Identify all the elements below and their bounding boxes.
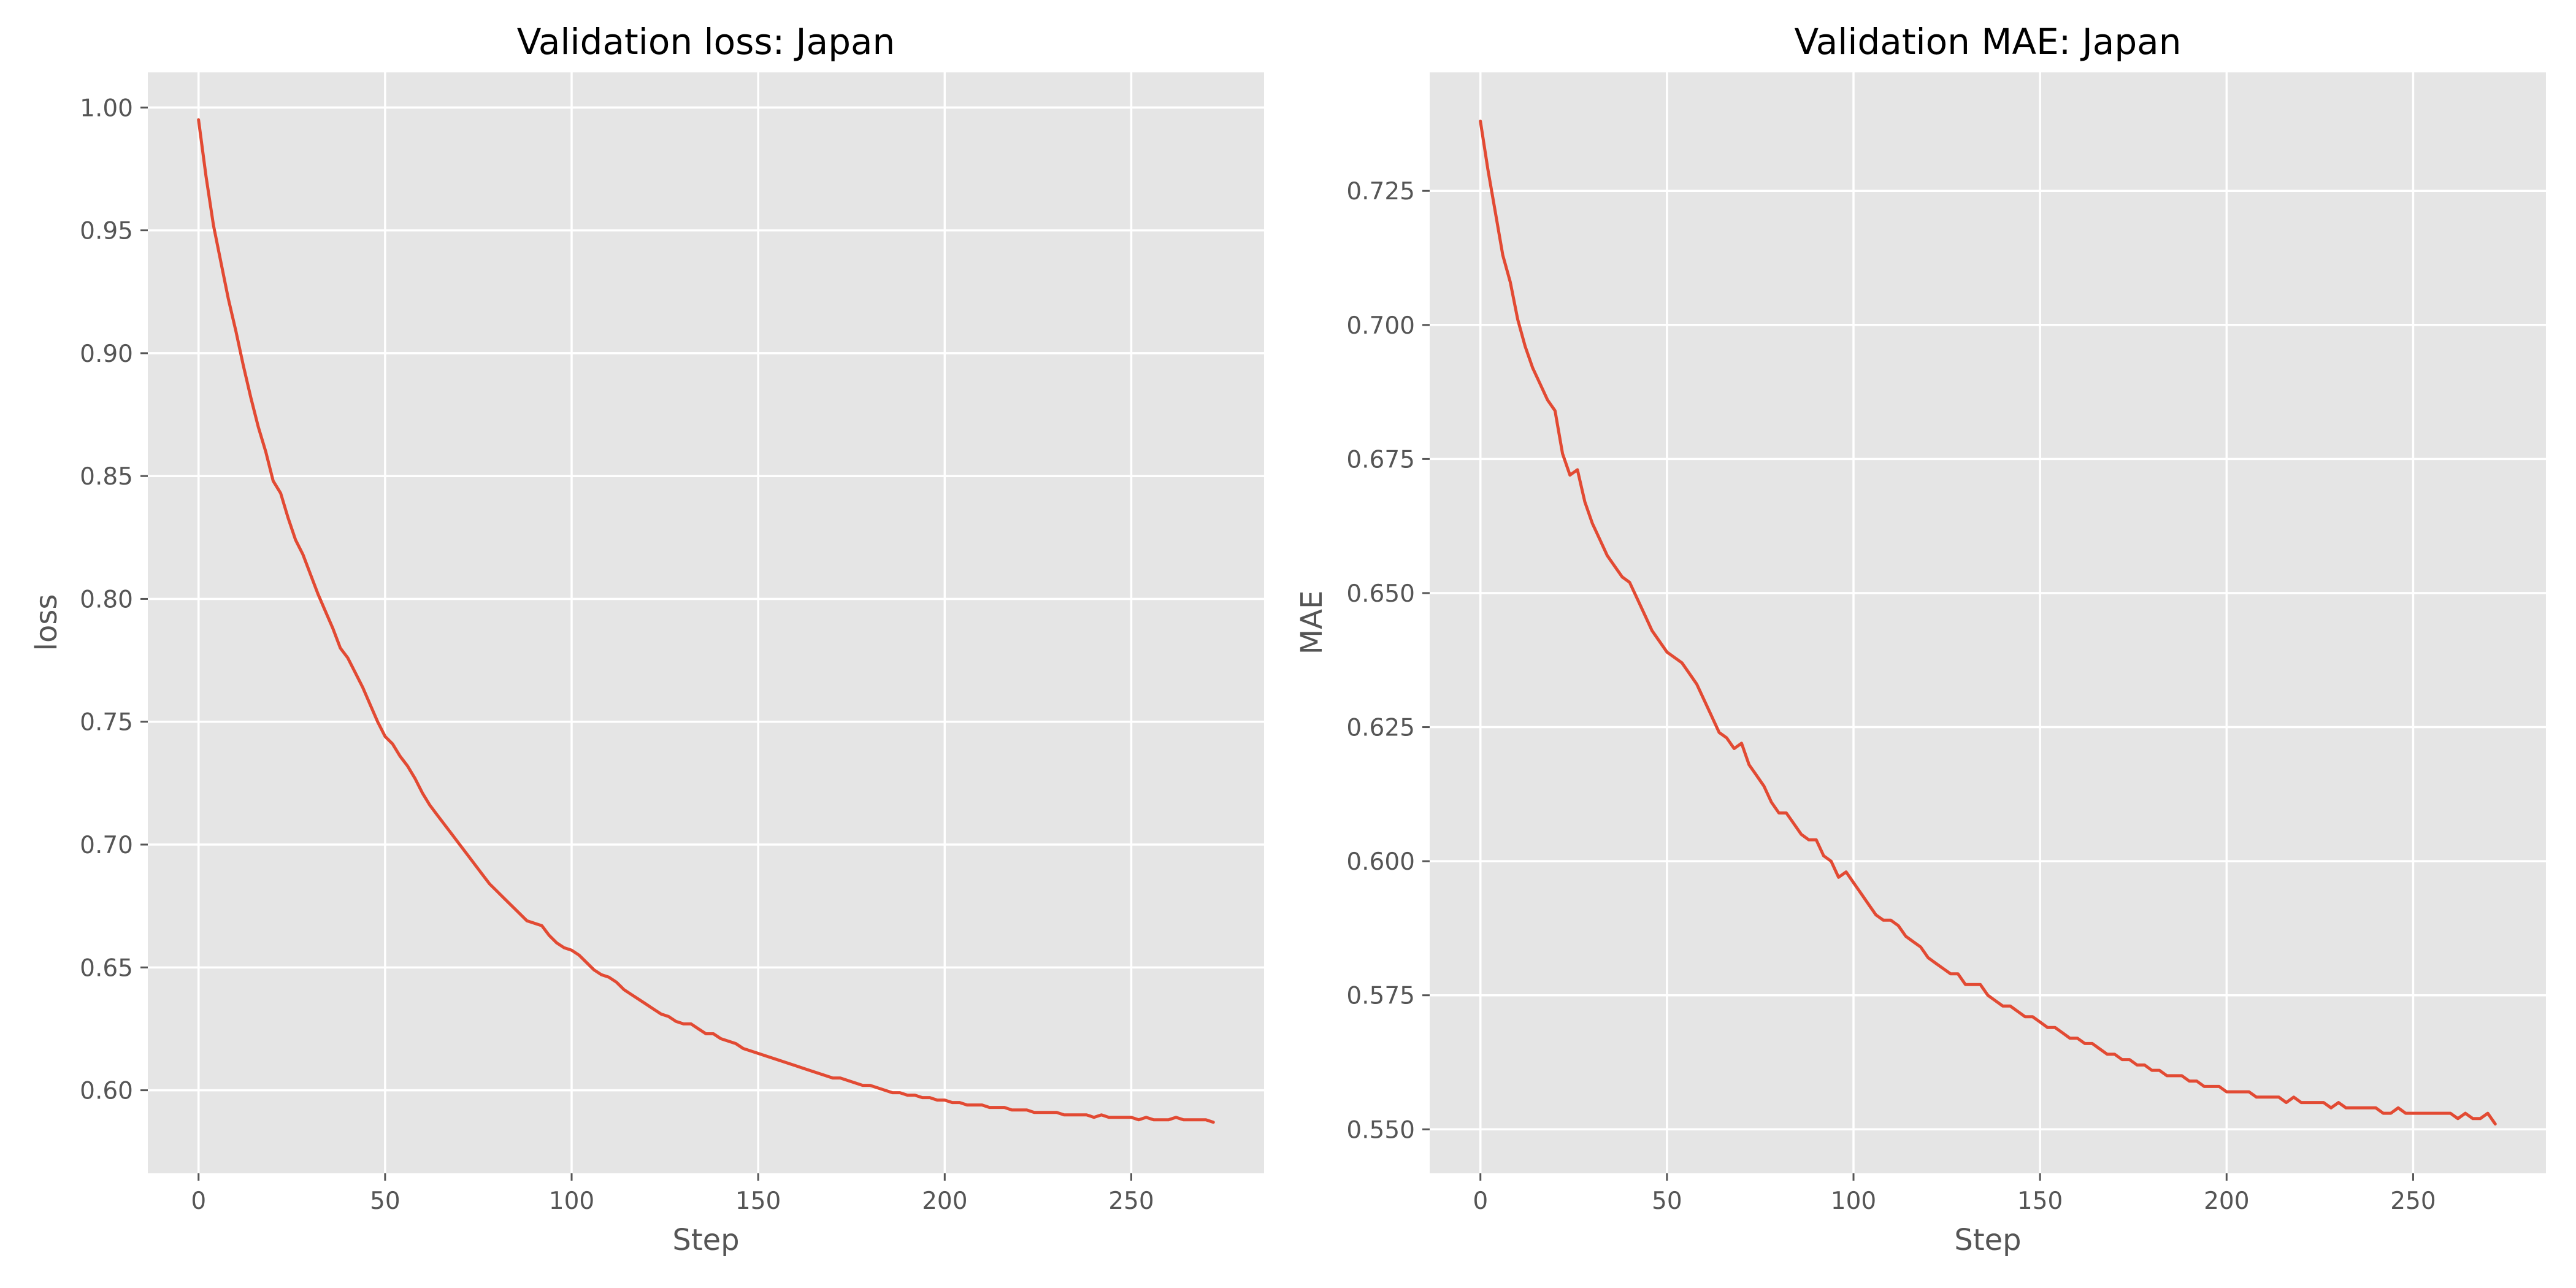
- mae-chart-title: Validation MAE: Japan: [1795, 21, 2182, 63]
- mae-x-tick-label: 200: [2204, 1187, 2249, 1215]
- mae-x-tick-label: 250: [2390, 1187, 2436, 1215]
- loss-x-tick-label: 150: [735, 1187, 781, 1215]
- mae-x-tick-label: 50: [1652, 1187, 1682, 1215]
- mae-y-tick-label: 0.675: [1346, 446, 1415, 473]
- mae-x-ticks: 0 50 100 150 200 250: [1473, 1173, 2436, 1215]
- mae-y-tick-label: 0.600: [1346, 848, 1415, 876]
- mae-gridlines: [1430, 72, 2546, 1173]
- loss-x-tick-label: 200: [922, 1187, 967, 1215]
- mae-y-tick-label: 0.700: [1346, 312, 1415, 340]
- loss-y-tick-label: 0.95: [80, 218, 133, 245]
- loss-x-tick-label: 250: [1108, 1187, 1154, 1215]
- loss-y-tick-label: 0.70: [80, 832, 133, 859]
- loss-series-group: [197, 118, 1215, 1124]
- mae-x-tick-label: 150: [2017, 1187, 2063, 1215]
- mae-y-ticks: 0.550 0.575 0.600 0.625 0.650 0.675 0.700 0.725: [1346, 178, 1430, 1144]
- loss-plot-area: [148, 72, 1264, 1173]
- loss-x-axis-label: Step: [672, 1223, 739, 1257]
- mae-series-line: [1479, 120, 2497, 1126]
- mae-y-tick-label: 0.575: [1346, 983, 1415, 1010]
- mae-y-tick-label: 0.725: [1346, 178, 1415, 205]
- loss-x-tick-label: 0: [191, 1187, 206, 1215]
- loss-y-tick-label: 0.60: [80, 1078, 133, 1105]
- loss-x-tick-label: 50: [370, 1187, 401, 1215]
- mae-plot-area: [1430, 72, 2546, 1173]
- loss-y-ticks: 0.60 0.65 0.70 0.75 0.80 0.85 0.90 0.95 1.00: [80, 94, 148, 1105]
- loss-gridlines: [148, 72, 1264, 1173]
- mae-x-tick-label: 0: [1473, 1187, 1488, 1215]
- loss-y-axis-label: loss: [29, 594, 64, 651]
- loss-y-tick-label: 0.85: [80, 463, 133, 491]
- loss-y-tick-label: 0.80: [80, 586, 133, 613]
- loss-chart-panel: 0 50 100 150 200 250 0.60 0.65 0.70 0.75 0.80 0.85…: [29, 21, 1264, 1257]
- mae-y-axis-label: MAE: [1295, 591, 1329, 655]
- mae-y-tick-label: 0.550: [1346, 1116, 1415, 1144]
- mae-x-axis-label: Step: [1954, 1223, 2021, 1257]
- mae-series-group: [1479, 120, 2497, 1126]
- mae-chart-panel: 0 50 100 150 200 250 0.550 0.575 0.600 0.625 0.65…: [1295, 21, 2546, 1257]
- loss-x-tick-label: 100: [549, 1187, 594, 1215]
- loss-series-line: [197, 118, 1215, 1124]
- loss-x-ticks: 0 50 100 150 200 250: [191, 1173, 1154, 1215]
- loss-y-tick-label: 0.90: [80, 340, 133, 368]
- mae-y-tick-label: 0.625: [1346, 715, 1415, 742]
- loss-y-tick-label: 0.65: [80, 954, 133, 982]
- mae-y-tick-label: 0.650: [1346, 580, 1415, 608]
- loss-chart-title: Validation loss: Japan: [517, 21, 895, 63]
- mae-x-tick-label: 100: [1831, 1187, 1876, 1215]
- loss-y-tick-label: 0.75: [80, 709, 133, 737]
- loss-y-tick-label: 1.00: [80, 94, 133, 122]
